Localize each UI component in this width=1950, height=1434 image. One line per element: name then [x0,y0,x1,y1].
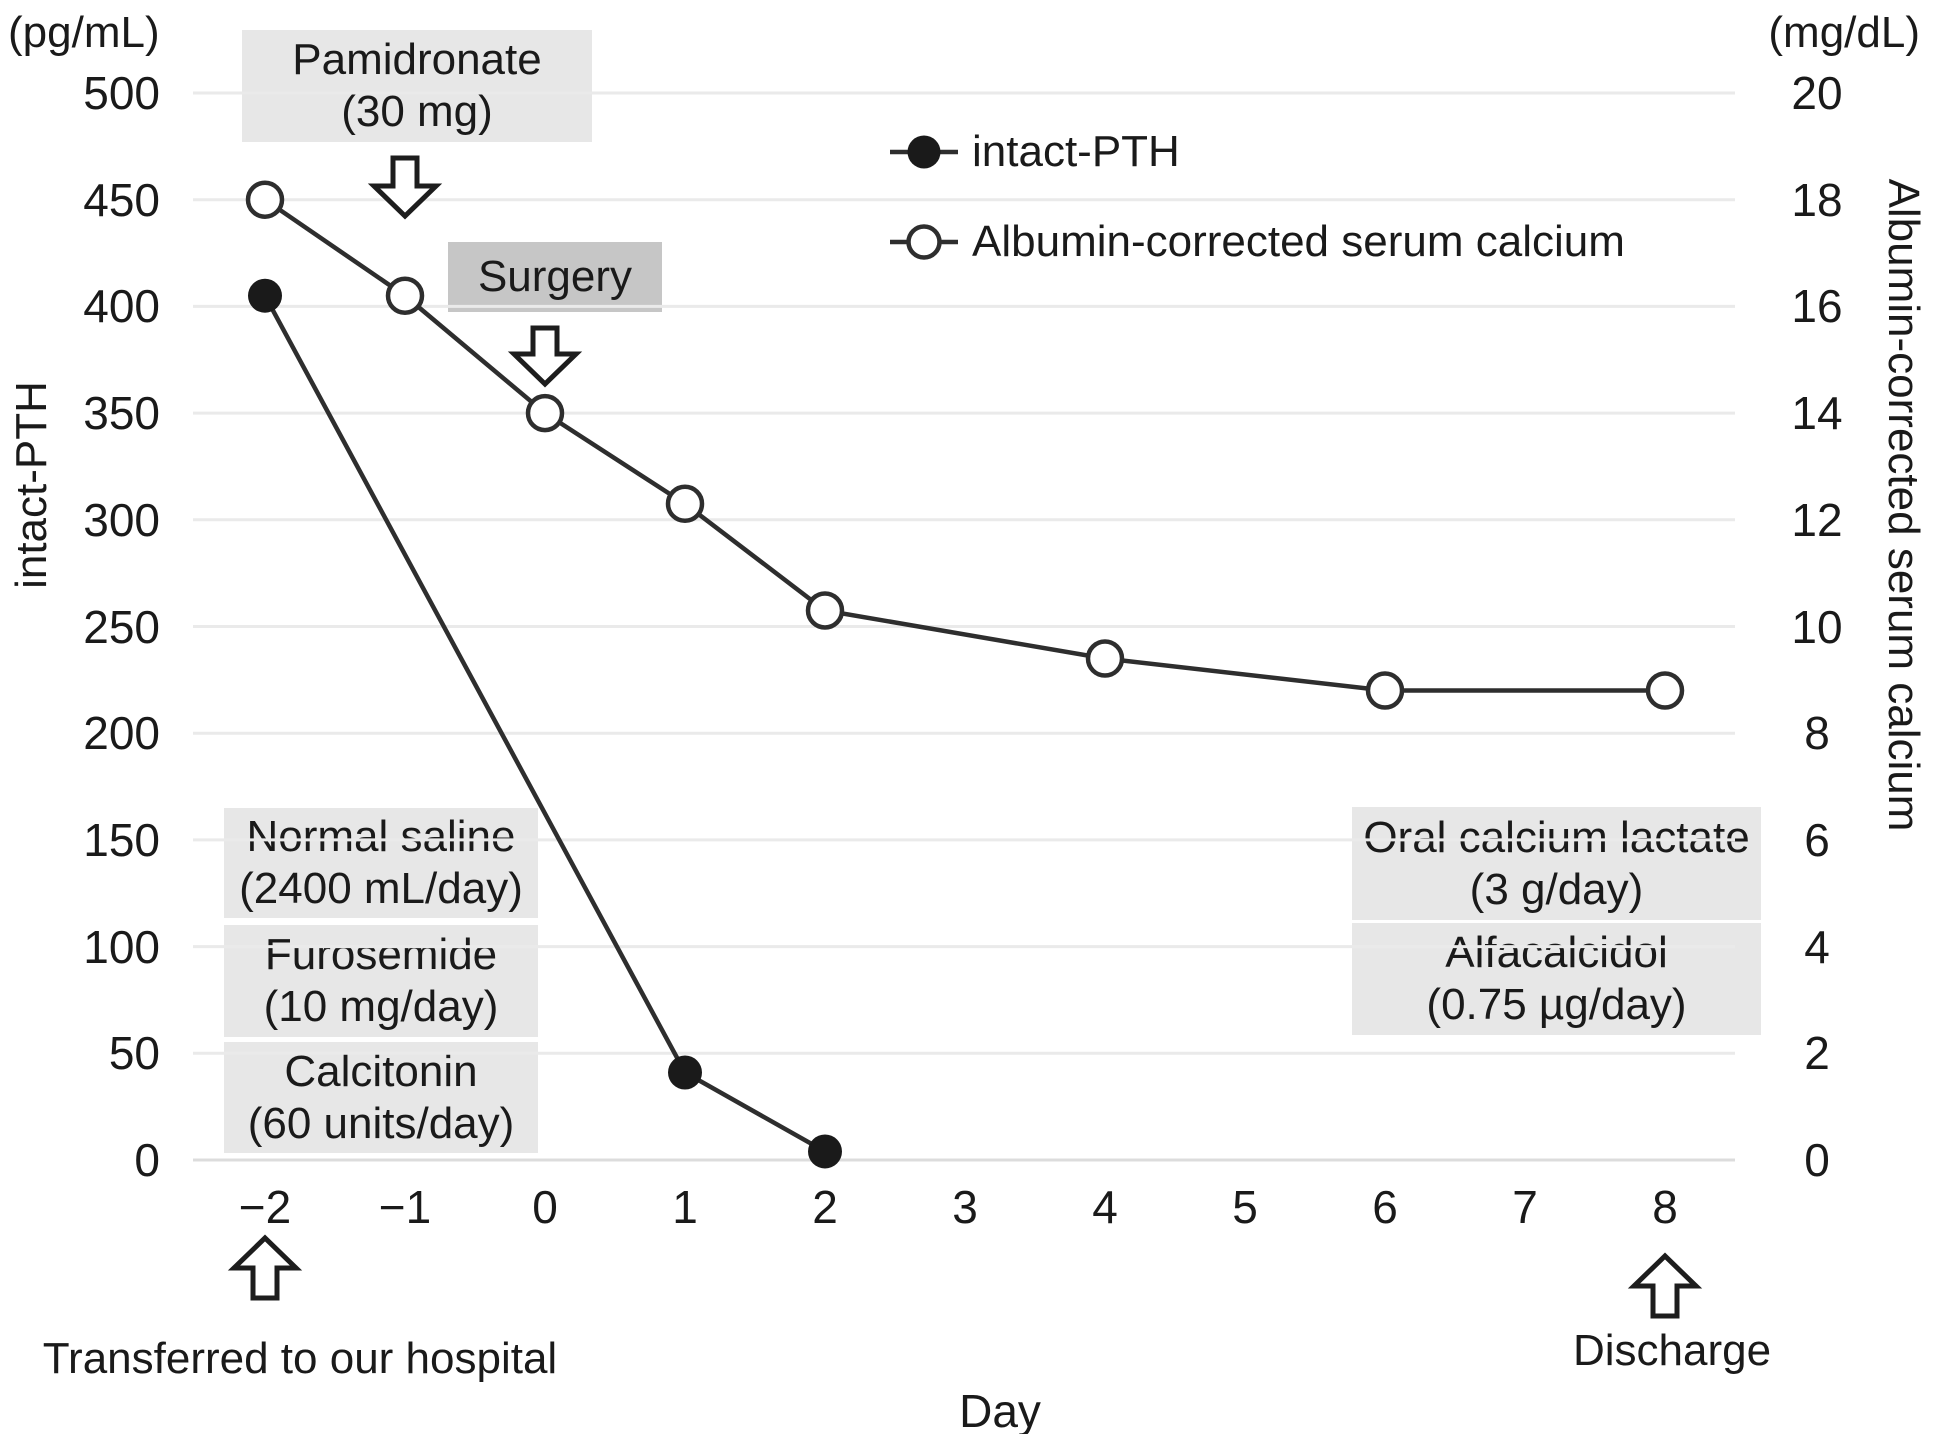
alfacalcidol-line2: (0.75 µg/day) [1426,980,1687,1029]
alfacalcidol-box: Alfacalcidol (0.75 µg/day) [1352,923,1761,1035]
legend: intact-PTH Albumin-corrected serum calci… [888,126,1625,268]
y-left-tick: 50 [108,1027,160,1080]
oral-calcium-line2: (3 g/day) [1469,864,1644,914]
legend-item-calcium: Albumin-corrected serum calcium [888,216,1625,268]
y-right-tick: 0 [1804,1134,1830,1186]
y-left-tick: 0 [134,1134,160,1186]
right-axis-unit: (mg/dL) [1768,8,1920,57]
y-left-tick: 300 [83,493,160,546]
x-axis-title: Day [959,1385,1041,1434]
y-right-tick: 8 [1804,707,1830,760]
transferred-label: Transferred to our hospital [42,1334,558,1383]
pamidronate-line2: (30 mg) [341,87,493,136]
x-tick: 6 [1372,1181,1398,1233]
right-axis-title: Albumin-corrected serum calcium [1879,178,1928,832]
legend-item-intact-pth: intact-PTH [888,126,1625,178]
x-tick: 1 [672,1181,698,1233]
x-tick: 4 [1092,1181,1118,1233]
y-right-tick: 14 [1791,387,1843,440]
legend-label-calcium: Albumin-corrected serum calcium [972,217,1625,266]
alfacalcidol-line1: Alfacalcidol [1445,928,1668,977]
y-left-tick: 150 [83,813,160,866]
y-left-tick: 100 [83,920,160,973]
y-right-tick: 4 [1804,920,1830,973]
y-right-tick: 20 [1791,67,1843,119]
left-axis-unit: (pg/mL) [8,8,160,57]
y-right-tick: 16 [1791,280,1843,333]
pamidronate-line1: Pamidronate [292,35,542,84]
x-tick: 5 [1232,1181,1258,1233]
y-right-tick: 12 [1791,493,1843,546]
x-tick: 7 [1512,1181,1538,1233]
discharge-label: Discharge [1572,1326,1772,1375]
oral-calcium-box: Oral calcium lactate (3 g/day) [1352,807,1761,920]
y-left-tick: 400 [83,280,160,333]
y-right-tick: 2 [1804,1027,1830,1080]
open-circle-legend-icon [890,224,958,260]
y-left-tick: 200 [83,707,160,760]
y-left-tick: 350 [83,387,160,440]
y-left-tick: 250 [83,600,160,653]
y-left-tick: 450 [83,173,160,226]
oral-calcium-line1: Oral calcium lactate [1363,812,1750,862]
x-tick: 3 [952,1181,978,1233]
y-right-tick: 10 [1791,600,1843,653]
pamidronate-box: Pamidronate (30 mg) [242,30,592,142]
x-tick: 0 [532,1181,558,1233]
y-right-tick: 6 [1804,813,1830,866]
filled-circle-legend-icon [890,135,958,169]
x-tick: 2 [812,1181,838,1233]
legend-label-intact-pth: intact-PTH [972,127,1180,176]
x-tick: −1 [378,1181,432,1233]
x-tick: −2 [238,1181,292,1233]
y-left-tick: 500 [83,67,160,119]
y-right-tick: 18 [1791,173,1843,226]
x-tick: 8 [1652,1181,1678,1233]
